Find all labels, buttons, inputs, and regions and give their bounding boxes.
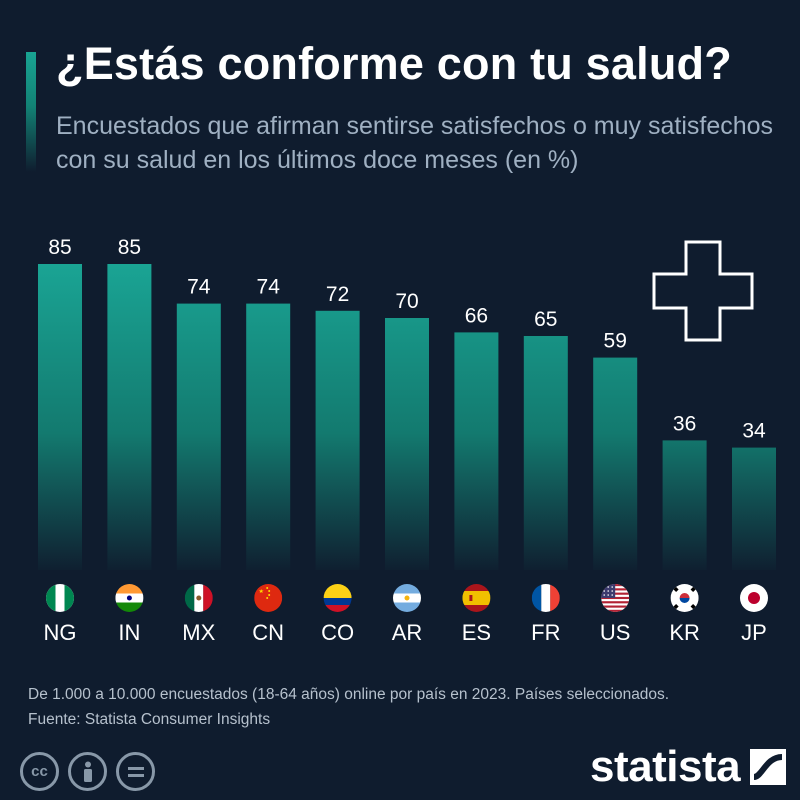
category-label-cn: CN bbox=[252, 620, 284, 645]
bar-mx bbox=[176, 303, 221, 570]
value-label-ar: 70 bbox=[395, 290, 418, 313]
category-label-co: CO bbox=[321, 620, 354, 645]
nigeria-flag bbox=[46, 584, 74, 612]
chart-title: ¿Estás conforme con tu salud? bbox=[56, 38, 732, 89]
value-label-mx: 74 bbox=[187, 276, 211, 299]
category-label-kr: KR bbox=[669, 620, 700, 645]
bar-es bbox=[454, 332, 499, 570]
category-label-fr: FR bbox=[531, 620, 560, 645]
value-label-kr: 36 bbox=[673, 412, 696, 435]
value-label-fr: 65 bbox=[534, 308, 557, 331]
bar-chart: 85 NG 85 IN 74 MX 74 CN 72 CO 70 AR 66 ES 65 FR 59 US 36 KR… bbox=[38, 236, 776, 645]
france-flag bbox=[531, 584, 560, 612]
footnote-note: De 1.000 a 10.000 encuestados (18-64 año… bbox=[28, 686, 670, 703]
value-label-ng: 85 bbox=[48, 236, 71, 259]
bar-jp bbox=[732, 447, 776, 570]
nd-icon[interactable] bbox=[116, 752, 155, 791]
category-label-jp: JP bbox=[741, 620, 767, 645]
category-label-mx: MX bbox=[182, 620, 215, 645]
bar-fr bbox=[523, 336, 568, 570]
title-accent-bar bbox=[26, 52, 36, 172]
category-label-in: IN bbox=[118, 620, 140, 645]
india-flag bbox=[115, 584, 144, 612]
footnote: De 1.000 a 10.000 encuestados (18-64 año… bbox=[28, 682, 669, 732]
value-label-es: 66 bbox=[465, 304, 488, 327]
category-label-us: US bbox=[600, 620, 631, 645]
by-icon[interactable] bbox=[68, 752, 107, 791]
footnote-source: Fuente: Statista Consumer Insights bbox=[28, 711, 271, 728]
chart-subtitle: Encuestados que afirman sentirse satisfe… bbox=[56, 112, 774, 174]
category-label-ar: AR bbox=[392, 620, 423, 645]
bar-ar bbox=[385, 318, 429, 570]
china-flag bbox=[254, 584, 283, 612]
value-label-cn: 74 bbox=[257, 276, 281, 299]
south-korea-flag bbox=[670, 584, 699, 612]
usa-flag bbox=[601, 584, 630, 612]
bar-us bbox=[593, 357, 638, 570]
japan-flag bbox=[740, 584, 768, 612]
colombia-flag bbox=[323, 584, 352, 612]
bar-co bbox=[315, 310, 360, 570]
argentina-flag bbox=[393, 584, 421, 612]
bar-cn bbox=[246, 303, 291, 570]
value-label-jp: 34 bbox=[742, 420, 766, 443]
bar-kr bbox=[662, 440, 707, 570]
medical-cross-icon bbox=[652, 240, 754, 342]
value-label-co: 72 bbox=[326, 283, 349, 306]
category-label-ng: NG bbox=[44, 620, 77, 645]
value-label-us: 59 bbox=[604, 330, 627, 353]
cc-icon[interactable]: cc bbox=[20, 752, 59, 791]
value-label-in: 85 bbox=[118, 236, 141, 259]
bar-in bbox=[107, 264, 152, 570]
brand-name: statista bbox=[590, 742, 741, 791]
bar-ng bbox=[38, 264, 82, 570]
license-icons: cc bbox=[20, 752, 155, 791]
statista-logo[interactable]: statista bbox=[590, 742, 787, 792]
category-label-es: ES bbox=[462, 620, 491, 645]
mexico-flag bbox=[184, 584, 213, 612]
statista-logo-icon bbox=[750, 749, 787, 785]
spain-flag bbox=[462, 584, 491, 612]
